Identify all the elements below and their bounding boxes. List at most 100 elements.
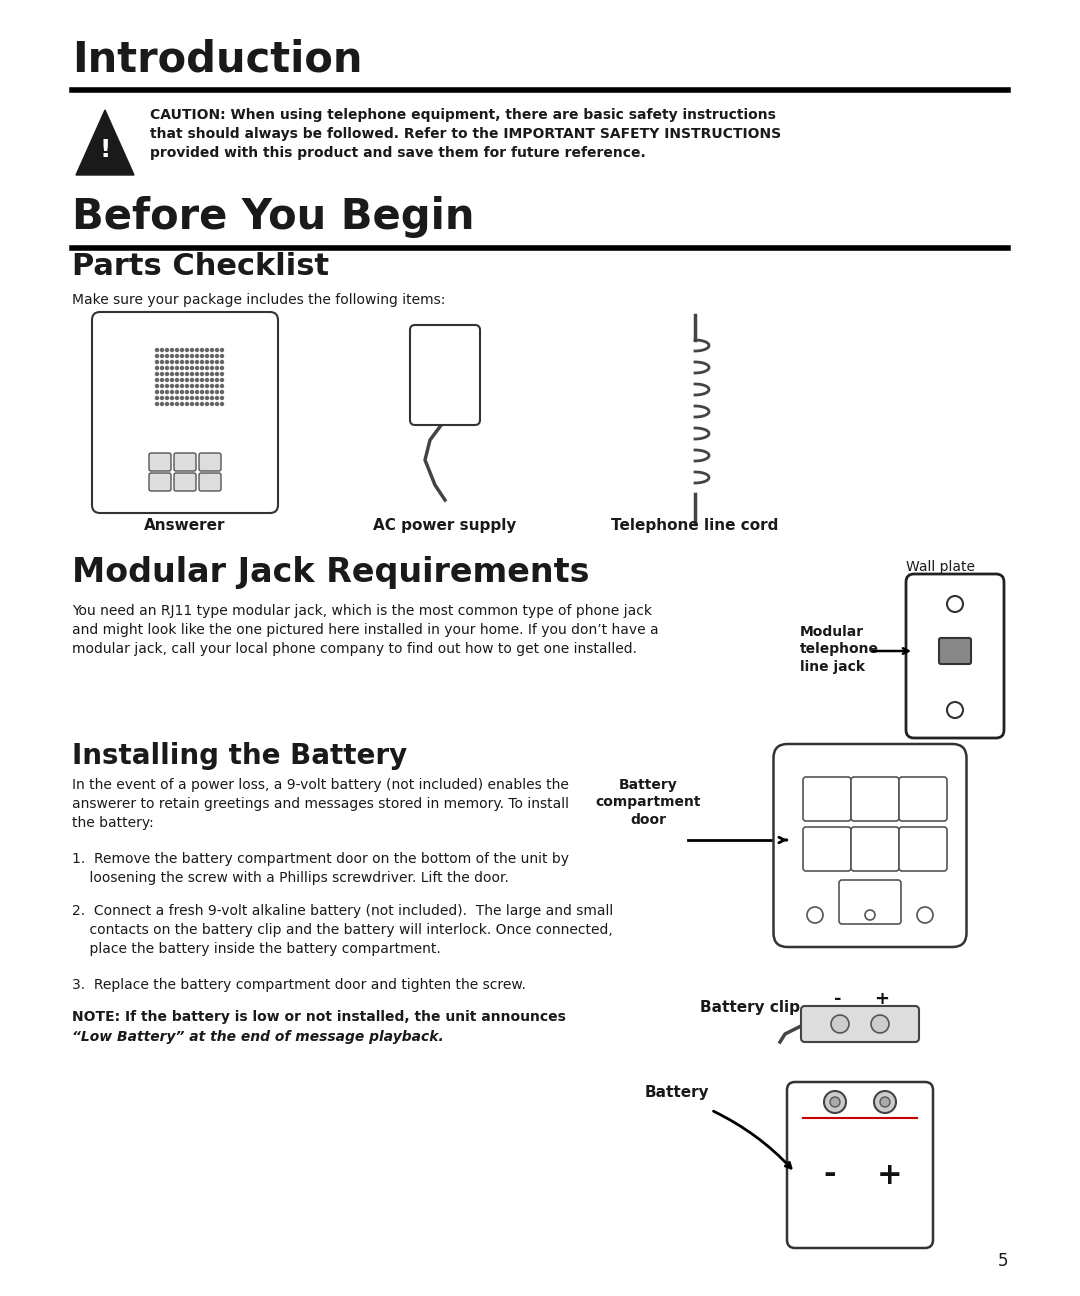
Text: “Low Battery” at the end of message playback.: “Low Battery” at the end of message play… [72, 1030, 444, 1045]
Circle shape [220, 349, 224, 351]
Text: Modular
telephone
line jack: Modular telephone line jack [800, 625, 879, 674]
Circle shape [171, 397, 174, 399]
Circle shape [220, 355, 224, 358]
Circle shape [175, 403, 178, 406]
Circle shape [161, 367, 163, 369]
Text: In the event of a power loss, a 9-volt battery (not included) enables the
answer: In the event of a power loss, a 9-volt b… [72, 778, 569, 829]
Circle shape [211, 403, 214, 406]
Circle shape [195, 390, 199, 394]
Circle shape [917, 907, 933, 923]
Circle shape [156, 360, 159, 363]
Circle shape [190, 378, 193, 381]
Circle shape [180, 390, 184, 394]
Circle shape [195, 372, 199, 376]
FancyBboxPatch shape [410, 325, 480, 425]
Circle shape [201, 349, 203, 351]
Circle shape [220, 360, 224, 363]
Circle shape [186, 390, 189, 394]
Circle shape [205, 385, 208, 388]
FancyBboxPatch shape [199, 454, 221, 470]
Circle shape [165, 403, 168, 406]
Text: Modular Jack Requirements: Modular Jack Requirements [72, 556, 590, 588]
Circle shape [165, 360, 168, 363]
Circle shape [195, 349, 199, 351]
FancyBboxPatch shape [174, 454, 195, 470]
Circle shape [211, 372, 214, 376]
Circle shape [880, 1096, 890, 1107]
Circle shape [175, 385, 178, 388]
FancyBboxPatch shape [174, 473, 195, 491]
Text: Battery
compartment
door: Battery compartment door [595, 778, 701, 827]
Circle shape [171, 403, 174, 406]
Circle shape [161, 349, 163, 351]
Text: Parts Checklist: Parts Checklist [72, 251, 329, 281]
Circle shape [211, 390, 214, 394]
Circle shape [220, 397, 224, 399]
Circle shape [171, 349, 174, 351]
Circle shape [216, 372, 218, 376]
Circle shape [216, 349, 218, 351]
Circle shape [156, 378, 159, 381]
Circle shape [161, 403, 163, 406]
Circle shape [180, 349, 184, 351]
Circle shape [171, 355, 174, 358]
FancyBboxPatch shape [899, 778, 947, 820]
Circle shape [161, 385, 163, 388]
Text: 2.  Connect a fresh 9-volt alkaline battery (not included).  The large and small: 2. Connect a fresh 9-volt alkaline batte… [72, 905, 613, 956]
Circle shape [165, 355, 168, 358]
Circle shape [195, 403, 199, 406]
Circle shape [211, 385, 214, 388]
FancyBboxPatch shape [149, 454, 171, 470]
Circle shape [171, 367, 174, 369]
Circle shape [195, 385, 199, 388]
Circle shape [216, 397, 218, 399]
Circle shape [216, 378, 218, 381]
Circle shape [175, 360, 178, 363]
Circle shape [201, 397, 203, 399]
Circle shape [220, 378, 224, 381]
Circle shape [205, 372, 208, 376]
Circle shape [216, 390, 218, 394]
Circle shape [831, 1096, 840, 1107]
Circle shape [156, 397, 159, 399]
Circle shape [211, 360, 214, 363]
Circle shape [175, 349, 178, 351]
Text: -: - [824, 1160, 836, 1190]
Circle shape [216, 385, 218, 388]
Circle shape [175, 367, 178, 369]
Text: CAUTION: When using telephone equipment, there are basic safety instructions
tha: CAUTION: When using telephone equipment,… [150, 108, 781, 159]
Text: -: - [834, 990, 841, 1008]
Text: 3.  Replace the battery compartment door and tighten the screw.: 3. Replace the battery compartment door … [72, 978, 526, 991]
Circle shape [211, 367, 214, 369]
Circle shape [201, 360, 203, 363]
Text: +: + [875, 990, 890, 1008]
Circle shape [824, 1091, 846, 1113]
Circle shape [161, 390, 163, 394]
Circle shape [165, 390, 168, 394]
Circle shape [161, 372, 163, 376]
Circle shape [190, 372, 193, 376]
Circle shape [175, 397, 178, 399]
Circle shape [171, 360, 174, 363]
Circle shape [161, 397, 163, 399]
Circle shape [171, 390, 174, 394]
Circle shape [220, 372, 224, 376]
Circle shape [186, 355, 189, 358]
Text: You need an RJ11 type modular jack, which is the most common type of phone jack
: You need an RJ11 type modular jack, whic… [72, 604, 659, 656]
Circle shape [947, 596, 963, 612]
Circle shape [211, 355, 214, 358]
Text: 5: 5 [998, 1252, 1008, 1270]
FancyBboxPatch shape [939, 638, 971, 664]
Circle shape [186, 403, 189, 406]
Circle shape [195, 360, 199, 363]
Circle shape [195, 397, 199, 399]
Text: AC power supply: AC power supply [374, 518, 516, 533]
Circle shape [870, 1015, 889, 1033]
Circle shape [180, 385, 184, 388]
Circle shape [205, 349, 208, 351]
Text: Before You Begin: Before You Begin [72, 196, 474, 238]
Circle shape [165, 378, 168, 381]
Circle shape [156, 372, 159, 376]
Circle shape [190, 403, 193, 406]
FancyBboxPatch shape [773, 744, 967, 947]
